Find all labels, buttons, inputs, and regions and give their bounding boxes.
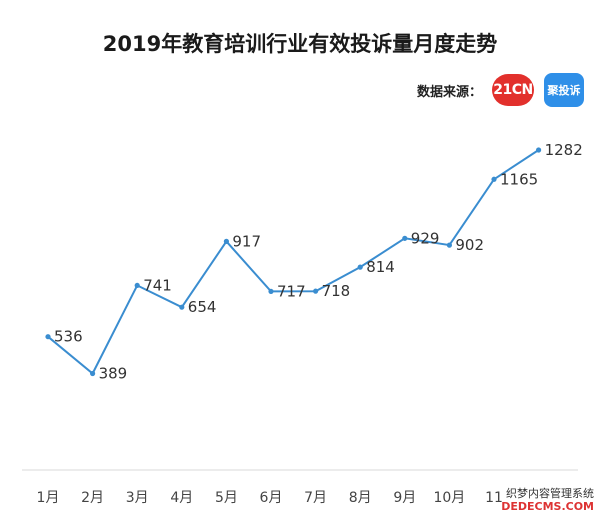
- x-tick-label: 3月: [126, 490, 149, 506]
- x-tick-label: 2月: [81, 490, 104, 506]
- x-tick-label: 8月: [349, 490, 372, 506]
- data-point: [313, 288, 319, 294]
- data-point: [536, 147, 542, 153]
- x-tick-label: 1月: [37, 490, 60, 506]
- data-label: 1165: [500, 170, 538, 188]
- data-label: 929: [411, 229, 440, 247]
- watermark: 织梦内容管理系统 DEDECMS.COM: [501, 487, 594, 513]
- data-label: 1282: [545, 141, 583, 159]
- data-source: 数据来源： 21CN 聚投诉: [417, 72, 584, 108]
- data-points: [45, 147, 542, 377]
- data-point: [402, 235, 408, 241]
- data-label: 536: [54, 328, 83, 346]
- data-point: [223, 238, 229, 244]
- data-point: [90, 370, 96, 377]
- x-tick-label: 9月: [393, 490, 416, 506]
- x-tick-label: 7月: [304, 490, 327, 506]
- data-point: [446, 242, 452, 248]
- watermark-line-2: DEDECMS.COM: [501, 500, 594, 513]
- data-point: [179, 304, 185, 310]
- x-tick-label: 11: [485, 490, 503, 506]
- data-point: [45, 334, 51, 340]
- data-label: 814: [366, 258, 395, 276]
- data-label: 717: [277, 282, 306, 300]
- data-label: 389: [99, 365, 128, 383]
- x-tick-label: 6月: [260, 490, 283, 506]
- x-tick-label: 4月: [170, 490, 193, 506]
- data-label: 654: [188, 298, 217, 316]
- data-label: 902: [455, 236, 484, 254]
- 21cn-logo-icon: 21CN: [492, 74, 534, 106]
- x-tick-label: 10月: [433, 490, 465, 506]
- chart-title: 2019年教育培训行业有效投诉量月度走势: [102, 32, 498, 56]
- data-point: [491, 176, 497, 182]
- data-point: [134, 282, 140, 289]
- series-line: [47, 149, 540, 376]
- data-point: [268, 288, 274, 295]
- data-labels: 536 389 741 654 917 717 718 814 929 902 1165 1282: [54, 141, 583, 383]
- data-point: [357, 264, 363, 270]
- source-label: 数据来源：: [416, 84, 482, 100]
- x-tick-labels: 1月 2月 3月 4月 5月 6月 7月 8月 9月 10月 11: [37, 490, 503, 506]
- data-label: 917: [232, 232, 261, 250]
- jutousu-logo-icon: 聚投诉: [544, 73, 584, 107]
- data-label: 741: [143, 276, 172, 294]
- x-tick-label: 5月: [215, 490, 238, 506]
- watermark-line-1: 织梦内容管理系统: [506, 487, 594, 500]
- data-label: 718: [322, 282, 351, 300]
